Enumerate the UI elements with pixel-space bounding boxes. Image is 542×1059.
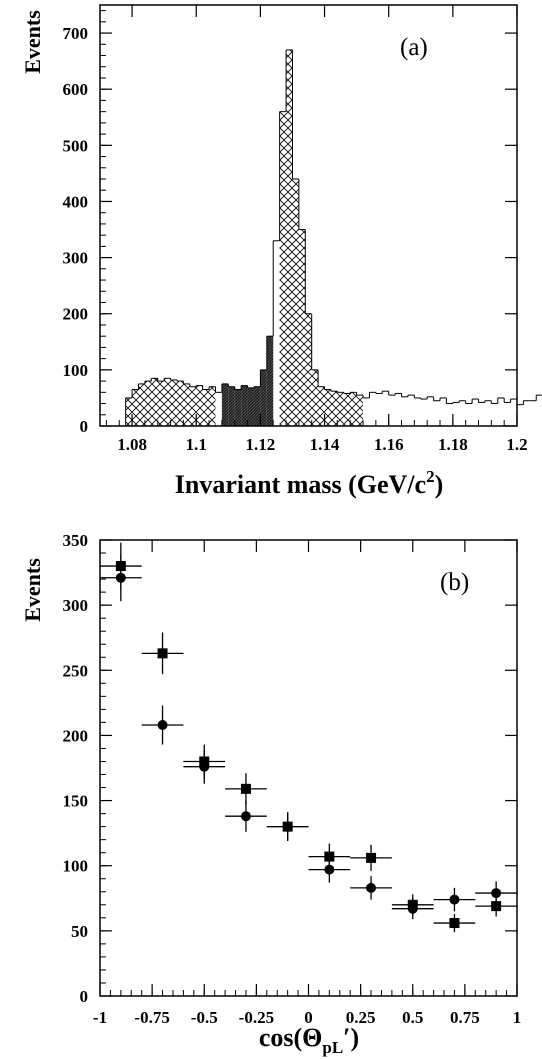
signal-bin — [253, 386, 261, 426]
x-tick-label: 1.1 — [186, 435, 207, 454]
sideband-bin — [138, 383, 145, 426]
signal-bin — [228, 386, 235, 426]
sideband-bin — [298, 229, 306, 426]
sideband-bin — [292, 179, 299, 426]
y-tick-label: 100 — [63, 857, 89, 876]
panel-a-x-axis-label: Invariant mass (GeV/c2) — [175, 467, 444, 499]
y-tick-label: 300 — [63, 596, 89, 615]
x-tick-label: -0.5 — [191, 1008, 218, 1027]
sideband-bin — [350, 392, 357, 426]
circle-marker — [199, 761, 210, 772]
sideband-bin — [144, 381, 152, 426]
signal-bin — [260, 369, 267, 426]
circle-marker — [366, 882, 377, 893]
sideband-bin — [356, 395, 364, 426]
sideband-bin — [324, 389, 331, 426]
panel-b-x-axis-label-tail: ′) — [343, 1023, 359, 1052]
y-tick-label: 600 — [63, 80, 89, 99]
panel-a-x-axis-label-sup: 2 — [426, 467, 435, 486]
square-marker — [366, 852, 377, 863]
x-tick-label: 1.14 — [310, 435, 340, 454]
signal-bin — [241, 385, 248, 426]
x-tick-label: 1.12 — [246, 435, 276, 454]
sideband-bin — [311, 369, 319, 426]
signal-bin — [266, 336, 274, 426]
y-tick-label: 250 — [63, 661, 89, 680]
panel-a-chart: Events Invariant mass (GeV/c2) 1.08 1.1 1.… — [20, 4, 542, 499]
sideband-bin — [305, 313, 312, 426]
sideband-bin — [202, 389, 210, 426]
x-tick-label: 1 — [513, 1008, 522, 1027]
sideband-bin — [318, 386, 325, 426]
sideband-bin — [209, 386, 216, 426]
panel-a-y-axis-label: Events — [20, 10, 45, 74]
x-tick-label: -1 — [93, 1008, 107, 1027]
sideband-bin — [196, 385, 203, 426]
panel-b-chart: Events cos(ΘpL′) -1 -0.75 -0.5 -0.25 0 0.25 0.… — [20, 531, 521, 1057]
panel-a-x-axis-label-main: Invariant mass (GeV/c — [175, 470, 426, 499]
x-tick-label: 0 — [304, 1008, 313, 1027]
y-tick-label: 100 — [63, 361, 89, 380]
y-tick-label: 400 — [63, 192, 89, 211]
sideband-bin — [157, 381, 165, 426]
panel-b-x-axis-label: cos(ΘpL′) — [259, 1023, 359, 1057]
x-tick-label: 1.08 — [117, 435, 147, 454]
y-tick-label: 50 — [71, 922, 88, 941]
panel-b-x-axis-label-main: cos(Θ — [259, 1023, 323, 1052]
sideband-bin — [164, 378, 171, 426]
square-marker — [491, 901, 502, 912]
x-tick-label: 0.5 — [402, 1008, 423, 1027]
x-tick-label: -0.75 — [134, 1008, 169, 1027]
y-tick-label: 0 — [80, 417, 89, 436]
x-tick-label: 1.18 — [438, 435, 468, 454]
square-marker — [157, 648, 168, 659]
sideband-bin — [183, 383, 190, 426]
sideband-bin — [279, 111, 287, 427]
x-tick-label: 1.2 — [506, 435, 527, 454]
signal-bin — [247, 387, 254, 426]
panel-a-x-axis-label-tail: ) — [435, 470, 444, 499]
y-tick-label: 300 — [63, 249, 89, 268]
y-tick-label: 350 — [63, 531, 89, 550]
circle-marker — [449, 894, 460, 905]
y-tick-label: 150 — [63, 792, 89, 811]
sideband-bin — [176, 381, 184, 426]
panel-a-label: (a) — [400, 34, 428, 61]
circle-marker — [240, 811, 251, 822]
circle-marker — [491, 888, 502, 899]
y-tick-label: 0 — [80, 987, 89, 1006]
panel-b-y-axis-label: Events — [20, 558, 45, 622]
y-tick-label: 500 — [63, 136, 89, 155]
sideband-bin — [337, 392, 344, 426]
x-tick-label: 0.25 — [346, 1008, 376, 1027]
signal-bin — [234, 389, 242, 426]
circle-marker — [115, 572, 126, 583]
sideband-bin — [170, 379, 177, 426]
y-tick-label: 700 — [63, 24, 89, 43]
panel-b-x-axis-label-sub: pL — [322, 1038, 343, 1057]
x-tick-label: 0.75 — [450, 1008, 480, 1027]
circle-marker — [157, 720, 168, 731]
square-marker — [449, 918, 460, 929]
signal-bin — [221, 383, 229, 426]
sideband-bin — [343, 393, 351, 426]
circle-marker — [324, 864, 335, 875]
sideband-bin — [286, 49, 293, 426]
x-tick-label: 1.16 — [374, 435, 404, 454]
sideband-bin — [151, 378, 158, 426]
sideband-bin — [189, 386, 197, 426]
circle-marker — [407, 903, 418, 914]
sideband-bin — [330, 391, 338, 426]
panel-a-frame — [99, 4, 518, 427]
y-tick-label: 200 — [63, 726, 89, 745]
square-marker — [240, 783, 251, 794]
x-tick-label: -0.25 — [239, 1008, 274, 1027]
sideband-bin — [132, 389, 139, 426]
panel-b-label: (b) — [440, 569, 469, 596]
sideband-bin — [125, 397, 133, 426]
circle-marker — [282, 821, 293, 832]
y-tick-label: 200 — [63, 305, 89, 324]
